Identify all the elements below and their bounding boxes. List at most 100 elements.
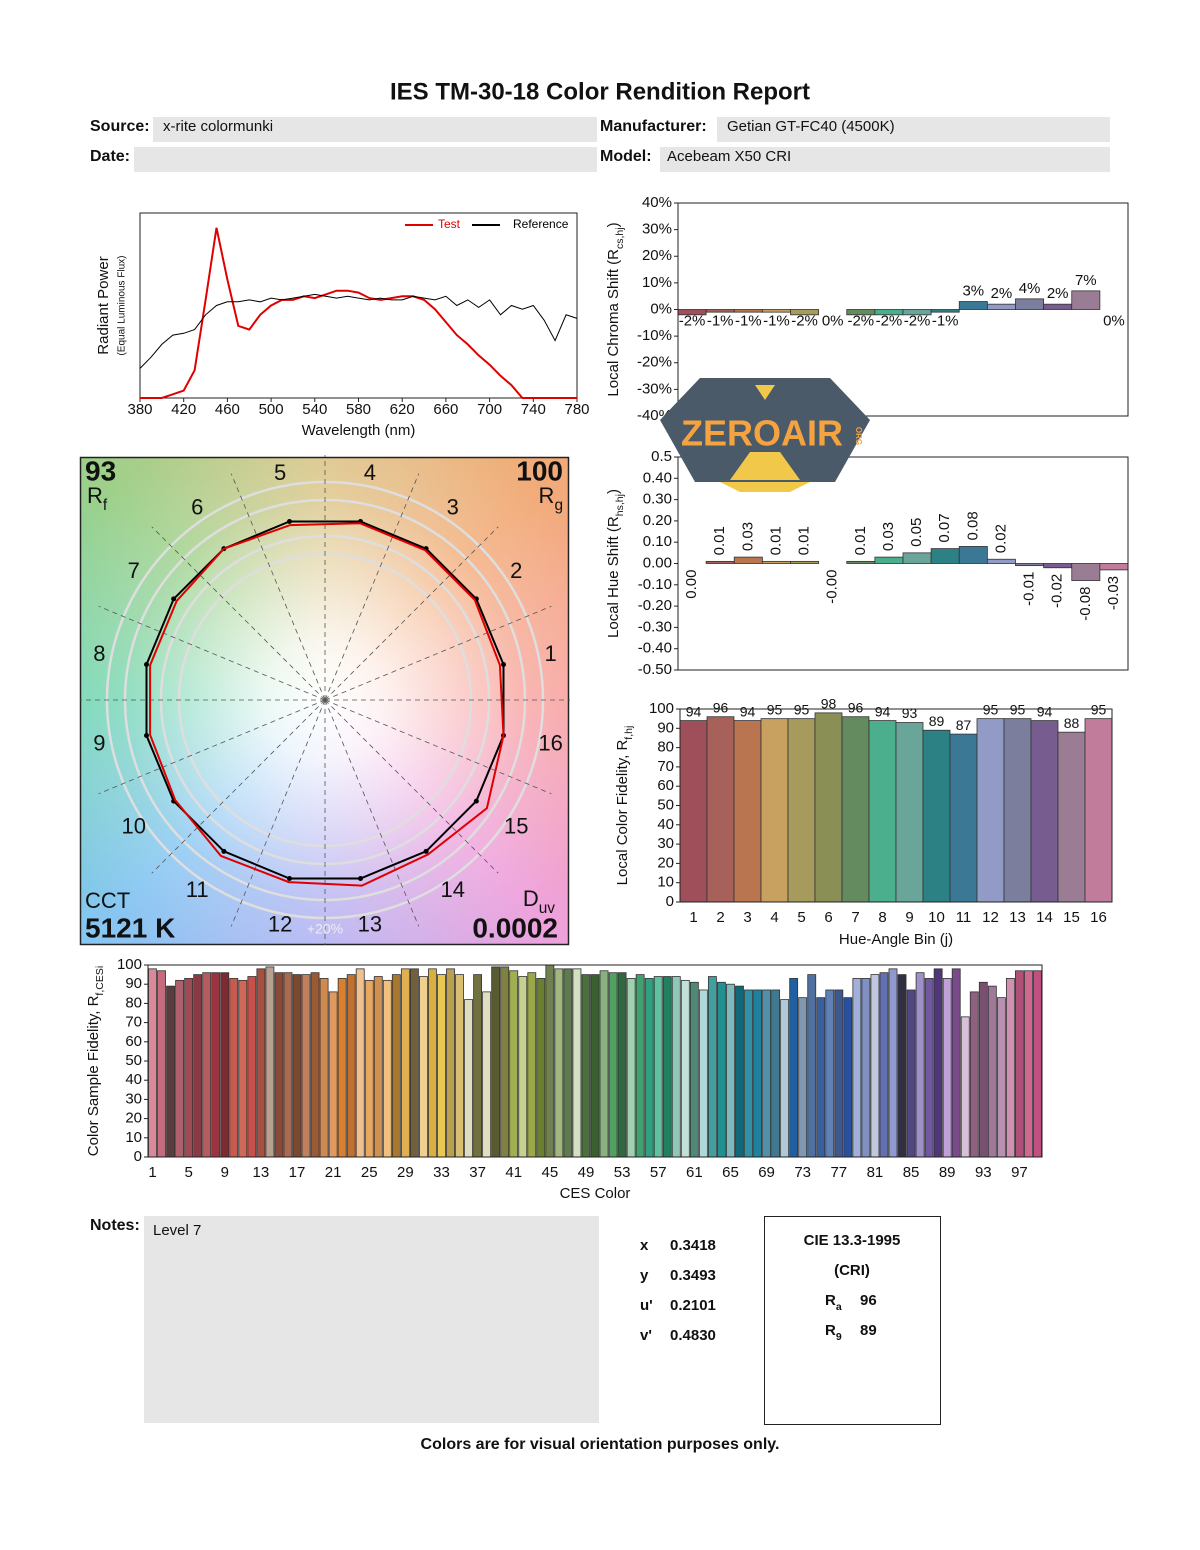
rg-value: 100 <box>516 455 563 486</box>
bin-label: 8 <box>93 641 105 666</box>
data-label: 0.08 <box>964 511 981 540</box>
bar <box>247 976 257 1158</box>
x-tick-label: 6 <box>824 909 832 926</box>
y-axis-label: Local Color Fidelity, Rf,hj <box>614 726 635 886</box>
y-tick-label: 80 <box>657 739 674 756</box>
bar <box>1005 978 1015 1158</box>
x-tick-label: 16 <box>1090 909 1107 926</box>
rg-label: Rg <box>539 483 563 514</box>
bin-label: 5 <box>274 460 286 485</box>
y-axis-label-part: Local Color Fidelity, R <box>614 740 631 886</box>
x-tick-label: 700 <box>477 401 502 418</box>
bar <box>464 999 473 1158</box>
bar <box>1084 718 1113 903</box>
notes-label: Notes: <box>90 1217 140 1234</box>
bar <box>958 546 988 564</box>
bar <box>680 979 690 1158</box>
watermark-road <box>720 482 810 492</box>
data-label: 0.01 <box>711 526 728 555</box>
bin-label: 15 <box>504 814 528 839</box>
bar <box>790 560 820 564</box>
y-tick-label: -0.10 <box>638 576 672 593</box>
legend-label: Reference <box>513 217 569 231</box>
bar <box>874 556 904 564</box>
spoke <box>151 699 326 874</box>
chroma-label: u' <box>640 1297 653 1314</box>
bar <box>229 978 239 1158</box>
data-label: -0.02 <box>1049 574 1066 608</box>
y-tick-label: 0.5 <box>651 448 672 465</box>
x-tick-label: 15 <box>1063 909 1080 926</box>
x-tick-label: 77 <box>830 1164 847 1181</box>
reference-point <box>171 596 177 602</box>
chroma-label: y <box>640 1267 649 1284</box>
data-label: -2% <box>791 312 818 329</box>
cct-label: CCT <box>85 888 130 913</box>
bar <box>455 974 464 1158</box>
field <box>660 147 1110 172</box>
bar <box>689 981 699 1158</box>
bar <box>679 720 708 903</box>
y-axis-label-part: Local Hue Shift (R <box>605 516 622 638</box>
y-tick-label: 0.00 <box>643 554 672 571</box>
field <box>717 117 1110 142</box>
bar <box>337 978 347 1158</box>
bar <box>563 968 573 1158</box>
y-axis-sublabel: (Equal Luminous Flux) <box>117 255 128 355</box>
bar <box>211 972 221 1158</box>
cct-value: 5121 K <box>85 912 175 943</box>
data-label: 3% <box>962 282 984 299</box>
bar <box>879 972 889 1158</box>
x-axis-label: Wavelength (nm) <box>302 422 416 439</box>
x-tick-label: 89 <box>939 1164 956 1181</box>
data-label: 93 <box>902 705 918 721</box>
bar <box>771 989 781 1158</box>
bar <box>382 979 392 1158</box>
x-tick-label: 10 <box>928 909 945 926</box>
line-series <box>139 293 578 369</box>
bar <box>617 972 627 1158</box>
line-series <box>140 227 577 399</box>
y-axis-label-part: cs,hj <box>614 227 626 249</box>
bar <box>1099 563 1129 571</box>
bar <box>760 718 789 903</box>
bar <box>509 970 519 1158</box>
bar <box>473 974 483 1158</box>
bar <box>283 972 293 1158</box>
bar <box>409 968 419 1158</box>
y-tick-label: 70 <box>125 1014 142 1031</box>
y-tick-label: 90 <box>657 719 674 736</box>
x-tick-label: 93 <box>975 1164 992 1181</box>
field-label: Manufacturer: <box>600 118 707 135</box>
data-label: -1% <box>763 312 790 329</box>
bar <box>292 974 302 1158</box>
x-tick-label: 380 <box>127 401 152 418</box>
bar <box>400 968 410 1158</box>
bar <box>671 976 681 1158</box>
data-label: 0.03 <box>880 522 897 551</box>
cri-label-part: R <box>825 1292 836 1309</box>
footer: Colors are for visual orientation purpos… <box>421 1436 780 1453</box>
cri-subtitle: (CRI) <box>834 1262 870 1279</box>
y-tick-label: -30% <box>637 380 672 397</box>
bar <box>949 733 978 903</box>
rf-label-part: R <box>87 483 103 508</box>
bar <box>166 985 175 1158</box>
bar <box>608 972 618 1158</box>
bar <box>996 997 1006 1158</box>
bar <box>1015 298 1045 310</box>
bar <box>897 974 907 1158</box>
data-label: 4% <box>1019 280 1041 297</box>
bar <box>698 989 708 1158</box>
data-label: 89 <box>929 713 945 729</box>
rg-label-part: R <box>539 483 555 508</box>
bar <box>942 978 952 1158</box>
polar-frame <box>79 456 570 946</box>
bar <box>599 970 609 1158</box>
data-label: 0.07 <box>936 513 953 542</box>
x-tick-label: 65 <box>722 1164 739 1181</box>
bar <box>202 972 212 1158</box>
bar <box>310 972 320 1158</box>
y-tick-label: 20 <box>657 854 674 871</box>
